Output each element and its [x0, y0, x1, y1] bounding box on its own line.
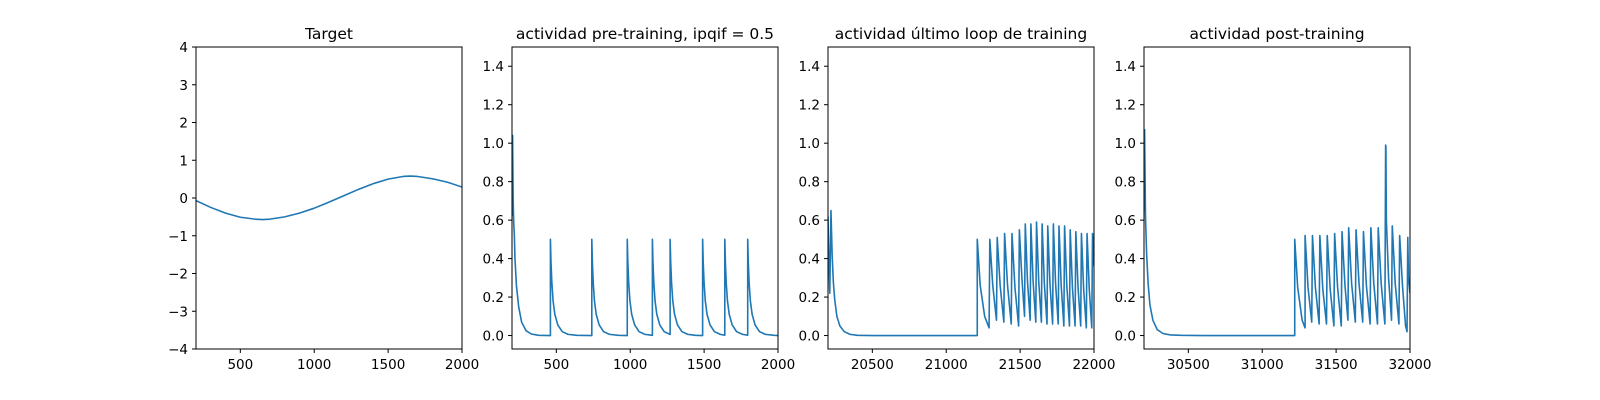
x-tick-label: 22000 [1073, 357, 1116, 373]
y-tick-label: 0.6 [799, 213, 820, 229]
y-tick-label: 0.4 [799, 252, 820, 268]
y-tick-label: 1.0 [799, 136, 820, 152]
subplot-title: actividad post-training [1189, 25, 1364, 43]
y-tick-label: 3 [179, 78, 188, 94]
y-tick-label: 0.6 [1115, 213, 1136, 229]
y-tick-label: 1.0 [483, 136, 504, 152]
x-tick-label: 1500 [371, 357, 405, 373]
x-tick-label: 21000 [925, 357, 968, 373]
y-tick-label: 0.8 [1115, 175, 1136, 191]
y-tick-label: −2 [168, 267, 188, 283]
y-tick-label: 1.2 [483, 98, 504, 114]
y-tick-label: 0.0 [799, 329, 820, 345]
y-tick-label: 0.4 [483, 252, 504, 268]
x-tick-label: 2000 [445, 357, 479, 373]
x-tick-label: 20500 [851, 357, 894, 373]
x-tick-label: 2000 [761, 357, 795, 373]
y-tick-label: 0.2 [483, 290, 504, 306]
y-tick-label: 1.2 [1115, 98, 1136, 114]
y-tick-label: 1.4 [483, 59, 504, 75]
plot-frame [195, 46, 463, 350]
y-tick-label: 1 [179, 153, 188, 169]
subplot-title: actividad pre-training, ipqif = 0.5 [516, 25, 774, 43]
y-tick-label: 0.6 [483, 213, 504, 229]
x-tick-label: 1000 [297, 357, 331, 373]
y-tick-label: −1 [168, 229, 188, 245]
y-tick-label: 0 [179, 191, 188, 207]
subplot-4: actividad post-training 30500 31000 31500 32… [1115, 25, 1432, 373]
series-line [828, 209, 1094, 337]
plot-frame [827, 46, 1095, 350]
y-tick-label: 0.4 [1115, 252, 1136, 268]
y-tick-label: 1.0 [1115, 136, 1136, 152]
y-tick-label: 0.0 [483, 329, 504, 345]
y-tick-label: 2 [179, 116, 188, 132]
subplot-2: actividad pre-training, ipqif = 0.5 500 10… [483, 25, 796, 373]
x-tick-label: 30500 [1167, 357, 1210, 373]
series-line [512, 134, 778, 337]
subplot-1: Target 500 1000 1500 2000 −4 −3 −2 −1 0 1 2 3 4 [168, 25, 479, 373]
subplot-3: actividad último loop de training 20500 21… [799, 25, 1116, 373]
y-tick-label: 1.4 [799, 59, 820, 75]
y-tick-label: 4 [179, 40, 188, 56]
x-tick-label: 1000 [613, 357, 647, 373]
y-tick-label: 0.2 [1115, 290, 1136, 306]
y-tick-label: 0.2 [799, 290, 820, 306]
subplot-title: actividad último loop de training [835, 25, 1087, 43]
plot-frame [1143, 46, 1411, 350]
series-line [196, 175, 462, 221]
x-tick-label: 1500 [687, 357, 721, 373]
y-tick-label: −4 [168, 342, 188, 358]
y-tick-label: 1.2 [799, 98, 820, 114]
x-tick-label: 31500 [1315, 357, 1358, 373]
y-tick-label: 0.8 [799, 175, 820, 191]
x-tick-label: 500 [227, 357, 253, 373]
plot-frame [511, 46, 779, 350]
x-tick-label: 500 [543, 357, 569, 373]
x-tick-label: 32000 [1389, 357, 1432, 373]
subplot-title: Target [304, 25, 353, 43]
y-tick-label: 1.4 [1115, 59, 1136, 75]
y-tick-label: 0.8 [483, 175, 504, 191]
series-line [1144, 128, 1410, 337]
y-tick-label: 0.0 [1115, 329, 1136, 345]
x-tick-label: 21500 [999, 357, 1042, 373]
y-tick-label: −3 [168, 304, 188, 320]
x-tick-label: 31000 [1241, 357, 1284, 373]
